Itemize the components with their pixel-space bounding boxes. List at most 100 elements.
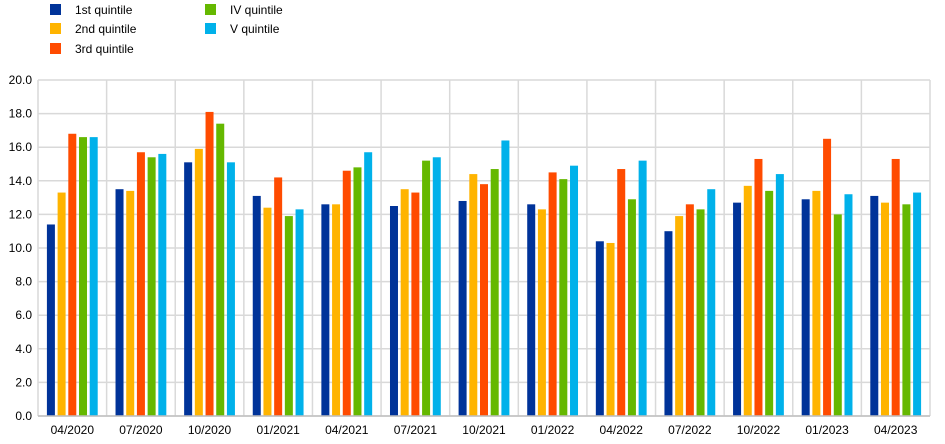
bar xyxy=(295,209,304,416)
bar xyxy=(458,200,467,416)
bar xyxy=(147,157,156,416)
bar xyxy=(527,204,536,416)
y-tick-label: 16.0 xyxy=(9,140,33,154)
legend-label: V quintile xyxy=(230,22,280,36)
legend-swatch xyxy=(50,4,61,15)
bar xyxy=(775,174,784,416)
legend-swatch xyxy=(50,43,61,54)
bar xyxy=(537,209,546,416)
bar xyxy=(844,194,853,416)
bar xyxy=(664,231,673,416)
bar xyxy=(733,202,742,416)
x-tick-label: 04/2022 xyxy=(600,423,644,437)
bar xyxy=(902,204,911,416)
bar xyxy=(432,157,441,416)
y-tick-label: 20.0 xyxy=(9,73,33,87)
bar xyxy=(707,189,716,416)
legend: 1st quintile 2nd quintile 3rd quintile IV q… xyxy=(0,0,400,60)
bar xyxy=(548,172,557,416)
bar xyxy=(389,206,398,416)
legend-swatch xyxy=(205,23,216,34)
legend-label: 2nd quintile xyxy=(75,22,137,36)
bar xyxy=(411,192,420,416)
bar xyxy=(559,179,568,416)
legend-swatch xyxy=(50,23,61,34)
y-tick-label: 12.0 xyxy=(9,207,33,221)
y-tick-label: 14.0 xyxy=(9,174,33,188)
bar xyxy=(570,165,579,416)
bar xyxy=(627,199,636,416)
bar xyxy=(284,216,293,416)
y-tick-label: 4.0 xyxy=(15,342,32,356)
bar xyxy=(754,158,763,416)
x-tick-label: 01/2021 xyxy=(256,423,300,437)
x-tick-label: 04/2023 xyxy=(874,423,918,437)
bar xyxy=(57,192,66,416)
bar xyxy=(801,199,810,416)
bar xyxy=(812,190,821,416)
bar xyxy=(226,162,235,416)
bar xyxy=(913,192,922,416)
x-tick-label: 10/2021 xyxy=(462,423,506,437)
bar xyxy=(321,204,330,416)
bar xyxy=(422,160,431,416)
bar xyxy=(115,189,124,416)
bar xyxy=(342,170,351,416)
x-tick-label: 01/2022 xyxy=(531,423,575,437)
bar xyxy=(158,153,167,417)
bar xyxy=(79,137,88,416)
bar xyxy=(870,195,879,416)
bar xyxy=(891,158,900,416)
y-tick-label: 8.0 xyxy=(15,275,32,289)
bar xyxy=(184,162,193,416)
bar xyxy=(595,241,604,416)
y-tick-label: 6.0 xyxy=(15,308,32,322)
bar xyxy=(252,195,261,416)
y-tick-label: 0.0 xyxy=(15,409,32,423)
bar xyxy=(194,148,203,416)
x-tick-label: 07/2020 xyxy=(119,423,163,437)
legend-label: 1st quintile xyxy=(75,3,133,17)
bar xyxy=(501,140,510,417)
bar xyxy=(880,202,889,416)
bar xyxy=(68,133,77,416)
bar xyxy=(765,190,774,416)
bar xyxy=(469,174,478,416)
y-tick-label: 18.0 xyxy=(9,107,33,121)
legend-label: IV quintile xyxy=(230,3,283,17)
bar xyxy=(685,204,694,416)
bar xyxy=(490,169,499,416)
bar xyxy=(400,189,409,416)
bar xyxy=(216,123,225,417)
bar xyxy=(823,138,832,417)
bar xyxy=(364,152,373,417)
bar xyxy=(89,137,98,416)
bar xyxy=(743,185,752,416)
x-tick-label: 04/2021 xyxy=(325,423,369,437)
bar xyxy=(480,184,488,416)
bar xyxy=(274,177,283,416)
x-tick-label: 04/2020 xyxy=(51,423,95,437)
bar xyxy=(263,207,272,416)
bar xyxy=(606,242,615,416)
y-tick-label: 2.0 xyxy=(15,375,32,389)
x-tick-label: 01/2023 xyxy=(805,423,849,437)
bar xyxy=(675,216,684,416)
bar xyxy=(696,209,705,416)
bar xyxy=(332,204,341,416)
legend-label: 3rd quintile xyxy=(75,42,134,56)
bar xyxy=(46,224,55,416)
x-tick-label: 10/2022 xyxy=(737,423,781,437)
x-tick-label: 10/2020 xyxy=(188,423,232,437)
bar xyxy=(205,111,214,417)
bar xyxy=(136,152,145,417)
bar xyxy=(833,214,842,416)
bar xyxy=(126,190,135,416)
bar xyxy=(353,167,362,416)
y-tick-label: 10.0 xyxy=(9,241,33,255)
x-tick-label: 07/2022 xyxy=(668,423,712,437)
bar xyxy=(617,169,626,416)
bar xyxy=(638,160,647,416)
x-tick-label: 07/2021 xyxy=(394,423,438,437)
